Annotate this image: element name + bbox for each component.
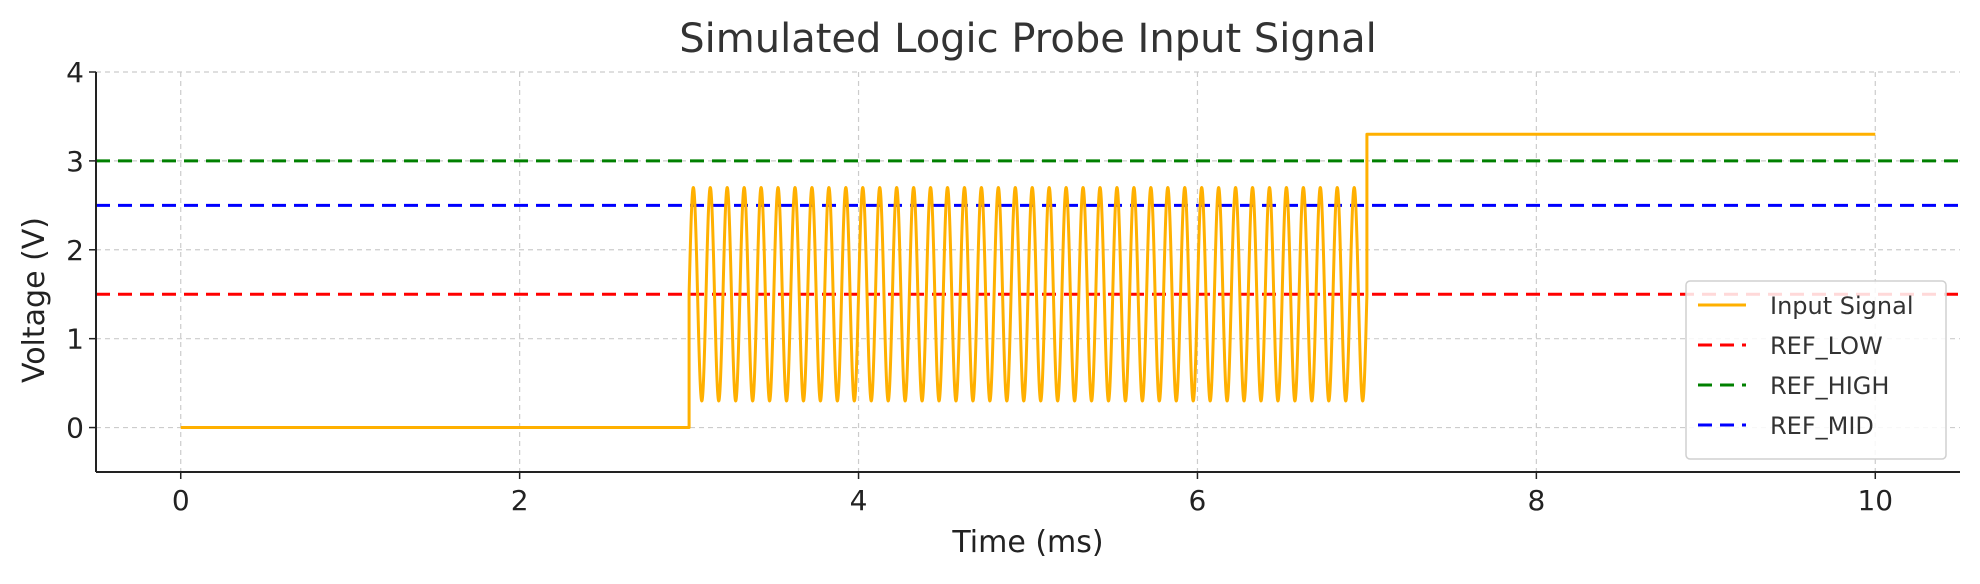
legend-label-input-signal: Input Signal — [1770, 292, 1914, 320]
legend: Input Signal REF_LOW REF_HIGH REF_MID — [1685, 280, 1947, 460]
chart-title: Simulated Logic Probe Input Signal — [679, 16, 1376, 62]
x-tick-label: 2 — [511, 484, 529, 517]
ticks-layer: 0 2 4 6 8 10 0 1 2 3 4 — [66, 56, 1893, 517]
signal-layer — [180, 132, 1876, 430]
x-tick-label: 4 — [850, 484, 868, 517]
x-tick-label: 10 — [1857, 484, 1893, 517]
x-tick-label: 6 — [1189, 484, 1207, 517]
legend-label-ref-low: REF_LOW — [1770, 332, 1883, 360]
legend-label-ref-high: REF_HIGH — [1770, 372, 1889, 400]
y-tick-label: 4 — [66, 56, 84, 89]
x-tick-label: 8 — [1527, 484, 1545, 517]
x-tick-label: 0 — [172, 484, 190, 517]
x-axis-title: Time (ms) — [951, 525, 1103, 560]
axes-layer — [95, 72, 1960, 473]
y-tick-label: 2 — [66, 234, 84, 267]
legend-box — [1685, 280, 1947, 460]
y-tick-label: 1 — [66, 323, 84, 356]
series-line-input-signal — [180, 132, 1876, 430]
y-tick-label: 3 — [66, 145, 84, 178]
legend-label-ref-mid: REF_MID — [1770, 412, 1874, 440]
y-tick-label: 0 — [66, 412, 84, 445]
y-axis-title: Voltage (V) — [17, 217, 52, 383]
